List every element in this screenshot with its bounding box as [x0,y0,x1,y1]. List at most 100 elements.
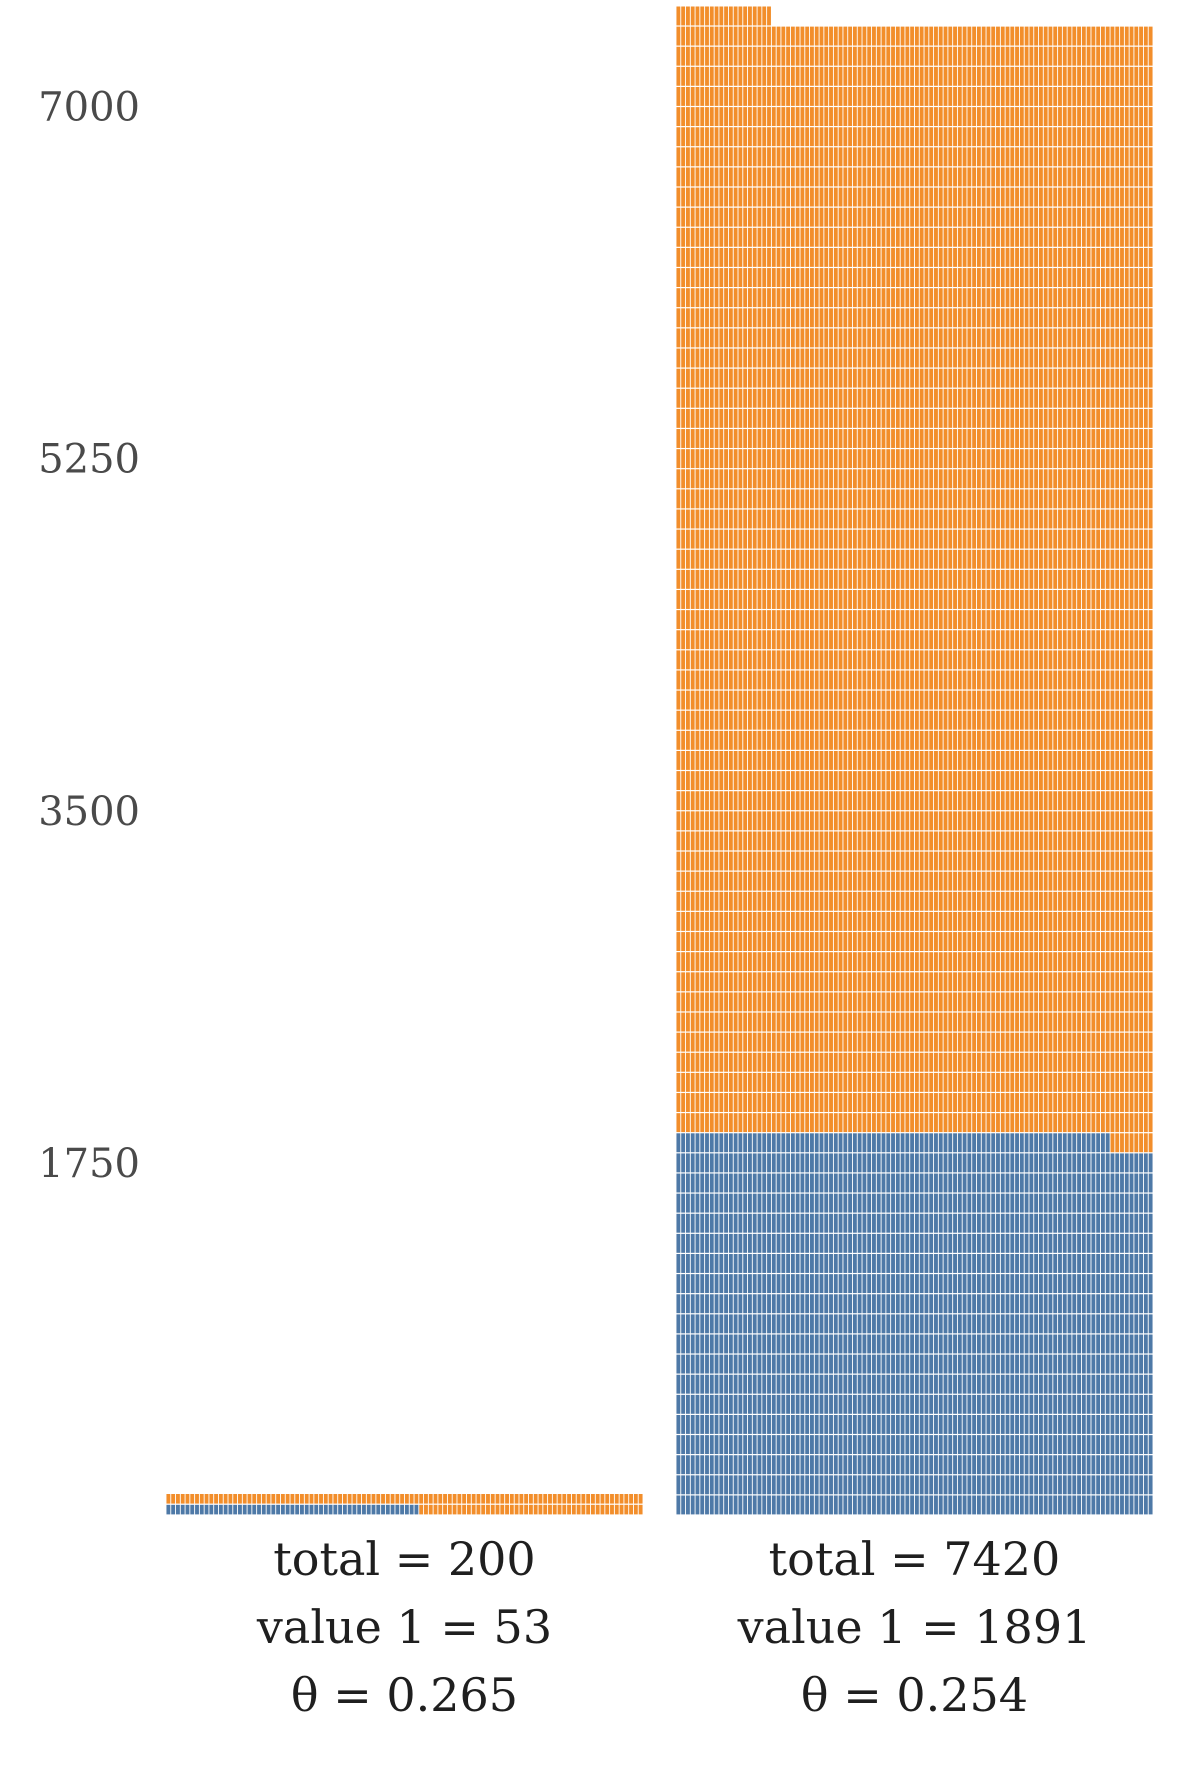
waffle-cell-value-1 [805,1254,810,1273]
waffle-cell-remainder [976,569,981,589]
waffle-cell-value-1 [757,1133,762,1153]
waffle-cell-value-1 [1058,1435,1062,1455]
waffle-cell-remainder [1091,549,1096,569]
waffle-cell-value-1 [1024,1455,1029,1475]
waffle-cell-remainder [862,630,867,650]
waffle-cell-value-1 [862,1435,867,1455]
waffle-cell-remainder [1005,1032,1010,1052]
waffle-cell-value-1 [948,1213,953,1233]
waffle-cell-remainder [748,650,752,670]
waffle-cell-value-1 [1015,1455,1019,1475]
waffle-cell-value-1 [1015,1374,1019,1394]
waffle-cell-remainder [814,771,819,791]
waffle-cell-value-1 [1110,1374,1115,1394]
waffle-cell-remainder [1077,1052,1081,1072]
waffle-cell-remainder [1081,1113,1086,1133]
waffle-cell-remainder [748,1093,752,1112]
waffle-cell-value-1 [733,1394,738,1414]
waffle-cell-value-1 [953,1354,957,1374]
waffle-cell-remainder [1053,831,1058,851]
waffle-cell-value-1 [400,1504,405,1515]
waffle-cell-value-1 [748,1133,752,1153]
waffle-cell-value-1 [1034,1153,1039,1173]
waffle-cell-remainder [795,891,800,911]
waffle-cell-remainder [1034,1072,1039,1092]
waffle-cell-remainder [857,811,862,831]
waffle-cell-value-1 [781,1213,786,1233]
waffle-cell-value-1 [719,1274,724,1294]
waffle-cell-remainder [1129,650,1134,670]
waffle-cell-remainder [1143,610,1148,630]
waffle-cell-remainder [767,811,771,831]
waffle-cell-value-1 [1134,1153,1139,1173]
waffle-cell-value-1 [1100,1435,1105,1455]
waffle-cell-remainder [876,1012,881,1032]
waffle-cell-remainder [862,549,867,569]
waffle-cell-remainder [805,1012,810,1032]
waffle-cell-remainder [843,1012,848,1032]
waffle-cell-remainder [1096,630,1101,650]
waffle-cell-remainder [986,871,991,891]
waffle-cell-value-1 [934,1213,938,1233]
waffle-cell-value-1 [938,1455,943,1475]
waffle-cell-remainder [1034,791,1039,811]
waffle-cell-value-1 [1034,1233,1039,1253]
waffle-cell-remainder [705,771,709,791]
waffle-cell-value-1 [867,1314,872,1334]
waffle-cell-value-1 [771,1414,776,1434]
waffle-cell-value-1 [676,1133,681,1153]
waffle-cell-remainder [1124,992,1129,1012]
waffle-cell-remainder [795,811,800,831]
waffle-cell-remainder [1139,811,1144,831]
waffle-cell-remainder [1134,690,1139,710]
waffle-cell-value-1 [795,1213,800,1233]
waffle-cell-value-1 [242,1504,247,1515]
waffle-cell-value-1 [1124,1374,1129,1394]
waffle-cell-value-1 [1053,1213,1058,1233]
waffle-cell-remainder [776,690,781,710]
waffle-cell-remainder [867,650,872,670]
waffle-cell-remainder [914,650,919,670]
waffle-cell-remainder [1048,972,1053,992]
waffle-cell-value-1 [1077,1193,1081,1213]
waffle-cell-value-1 [1034,1414,1039,1434]
waffle-cell-remainder [905,1093,910,1112]
waffle-cell-remainder [676,670,681,690]
waffle-cell-remainder [757,1113,762,1133]
waffle-cell-remainder [790,630,795,650]
waffle-cell-value-1 [1048,1294,1053,1314]
waffle-cell-value-1 [204,1504,209,1515]
waffle-cell-value-1 [996,1334,1000,1354]
waffle-cell-value-1 [1005,1133,1010,1153]
waffle-cell-remainder [685,710,690,730]
waffle-cell-remainder [762,1012,767,1032]
waffle-cell-value-1 [1115,1334,1120,1354]
waffle-cell-value-1 [738,1153,743,1173]
waffle-cell-remainder [1129,1032,1134,1052]
waffle-cell-remainder [924,590,929,609]
waffle-cell-remainder [914,630,919,650]
waffle-cell-value-1 [1129,1374,1134,1394]
waffle-cell-value-1 [948,1435,953,1455]
waffle-cell-remainder [1029,630,1034,650]
waffle-cell-remainder [490,1504,495,1515]
waffle-cell-remainder [857,1052,862,1072]
waffle-cell-remainder [486,1504,490,1515]
waffle-cell-remainder [976,911,981,931]
waffle-cell-remainder [876,690,881,710]
waffle-cell-remainder [833,750,838,770]
waffle-cell-remainder [962,972,967,992]
waffle-cell-remainder [872,750,876,770]
waffle-cell-value-1 [891,1394,895,1414]
waffle-cell-value-1 [976,1314,981,1334]
waffle-cell-remainder [1081,992,1086,1012]
waffle-cell-value-1 [752,1173,757,1193]
waffle-cell-value-1 [771,1334,776,1354]
waffle-cell-remainder [957,1113,962,1133]
waffle-cell-remainder [1105,590,1110,609]
waffle-cell-value-1 [857,1374,862,1394]
waffle-cell-value-1 [886,1334,891,1354]
waffle-cell-value-1 [824,1153,829,1173]
waffle-cell-remainder [810,992,814,1012]
waffle-cell-remainder [748,630,752,650]
